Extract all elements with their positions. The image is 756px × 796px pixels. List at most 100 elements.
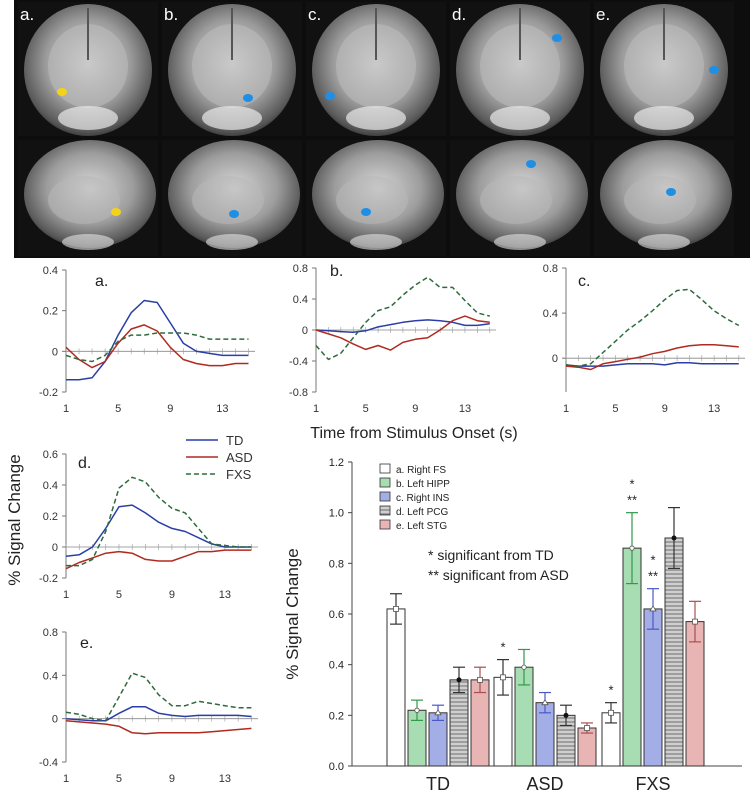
timecourse-charts: -0.2 0 0.2 0.4 1 5 9 13 a. -0.8 -0.4 0 0.4 0.8 1 5 9 13 b.… [39,263,745,785]
significance-marker: * [608,683,613,698]
coronal-white-matter [192,24,272,108]
sagittal-cerebellum [494,234,546,250]
line-legend: TD ASD FXS [186,433,253,482]
bar-y-tick-label: 1.2 [329,457,344,469]
x-tick-label: 5 [116,589,122,601]
activation-spot-icon [57,88,67,96]
x-tick-label: 9 [412,403,418,415]
coronal-white-matter [336,24,416,108]
x-tick-label: 1 [63,403,69,415]
activation-spot-icon [111,208,121,216]
y-tick-label: 0.4 [43,265,58,277]
y-tick-label: 0.8 [543,263,558,275]
mean-marker [692,618,698,625]
y-tick-label: 0.8 [293,263,308,275]
coronal-skull-base [346,106,406,130]
y-tick-label: -0.4 [289,356,308,368]
significance-marker: * [500,640,505,655]
bar-legend-swatch [379,505,391,516]
panel-label: d. [78,455,91,472]
mean-marker [456,677,462,683]
x-tick-label: 9 [169,773,175,785]
series-line-td [65,706,252,722]
panel-label: e. [80,635,93,652]
brain-panel-label: e. [596,5,610,24]
line-chart-4: -0.4 0 0.4 0.8 1 5 9 13 e. [39,627,258,785]
x-tick-label: 13 [708,403,720,415]
line-chart-2: 0 0.4 0.8 1 5 9 13 c. [543,263,745,415]
mean-marker [393,606,399,612]
y-tick-label: 0 [52,542,58,554]
mean-marker [500,674,506,681]
series-line-fxs [65,672,252,722]
sagittal-cerebellum [62,234,114,250]
y-tick-label: 0.6 [43,449,58,461]
x-tick-label: 13 [216,403,228,415]
x-tick-label: 1 [63,773,69,785]
y-tick-label: -0.2 [39,573,58,585]
x-tick-label: 13 [459,403,471,415]
y-tick-label: -0.8 [289,387,308,399]
mean-marker [584,725,590,731]
brain-panel-label: d. [452,5,466,24]
x-tick-label: 1 [63,589,69,601]
mean-marker [608,709,614,716]
bar-legend-label: b. Left HIPP [396,479,450,490]
bar-asd-4 [577,727,597,767]
panel-label: c. [578,273,590,290]
x-tick-label: 1 [313,403,319,415]
y-tick-label: 0.2 [43,306,58,318]
y-tick-label: -0.4 [39,757,58,769]
x-tick-label: 5 [115,403,121,415]
sagittal-white-matter [624,176,696,224]
bar-legend-swatch [379,491,391,502]
mean-marker [477,676,483,683]
significance-note: * significant from TD [428,547,554,563]
series-line-fxs [565,288,740,367]
x-tick-label: 1 [563,403,569,415]
bar-category-label: FXS [635,774,670,794]
sagittal-cerebellum [638,234,690,250]
x-tick-label: 13 [219,773,231,785]
mean-marker [521,664,527,670]
bar-category-label: ASD [526,774,563,794]
significance-marker: * [650,553,655,568]
x-tick-label: 5 [116,773,122,785]
y-tick-label: 0.8 [43,627,58,639]
bar-y-tick-label: 0.0 [329,761,344,773]
series-line-td [66,299,249,381]
bar-chart: 0.0 0.2 0.4 0.6 0.8 1.0 1.2 % Signal Change TD AS… [283,457,742,794]
sagittal-white-matter [336,176,408,224]
series-line-asd [65,720,252,735]
series-line-td [65,504,252,558]
mean-marker [541,698,549,706]
brain-panel-label: a. [20,5,34,24]
coronal-skull-base [202,106,262,130]
mean-marker [649,605,657,612]
activation-spot-icon [666,188,676,196]
legend-fxs-label: FXS [226,467,252,482]
bar-category-label: TD [426,774,450,794]
sagittal-cerebellum [350,234,402,250]
sagittal-white-matter [48,176,120,224]
series-line-asd [315,315,490,351]
legend-td-label: TD [226,433,243,448]
coronal-skull-base [634,106,694,130]
line-chart-0: -0.2 0 0.2 0.4 1 5 9 13 a. [39,265,255,415]
series-line-fxs [65,332,249,363]
y-tick-label: 0.4 [293,294,308,306]
brain-panel-label: c. [308,5,321,24]
y-tick-label: 0 [302,325,308,337]
bar-legend-label: e. Left STG [396,521,447,532]
activation-spot-icon [243,94,253,102]
y-tick-label: 0 [552,353,558,365]
sagittal-cerebellum [206,234,258,250]
series-line-asd [565,343,739,371]
bar-y-tick-label: 0.2 [329,710,344,722]
x-tick-label: 9 [167,403,173,415]
coronal-white-matter [624,24,704,108]
bar-legend-label: c. Right INS [396,493,450,504]
y-tick-label: 0 [52,346,58,358]
sagittal-white-matter [192,176,264,224]
